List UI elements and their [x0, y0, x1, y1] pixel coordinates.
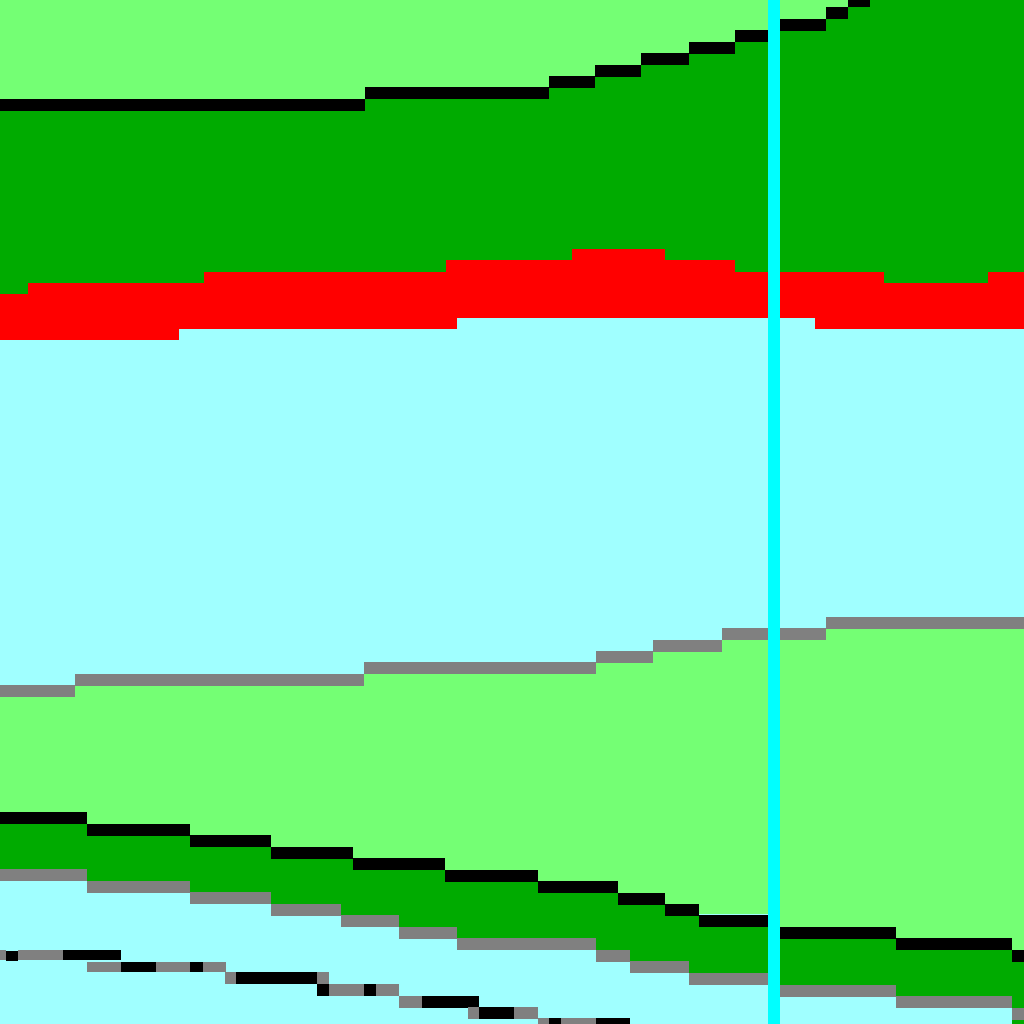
vertical-cursor-line[interactable] [768, 0, 780, 1024]
gray-contour-lines [0, 617, 1024, 1024]
bottom-water-band [0, 881, 1012, 1024]
